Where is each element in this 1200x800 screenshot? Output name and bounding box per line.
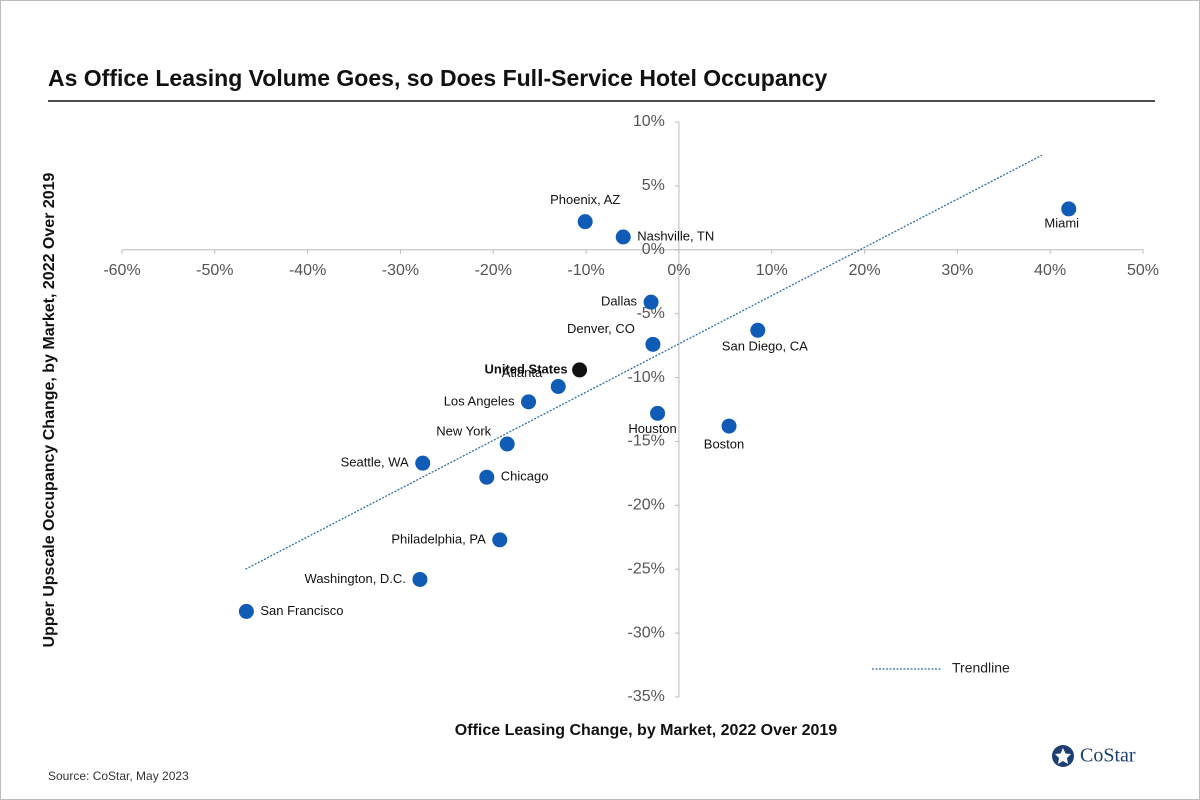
point-label: Phoenix, AZ [550, 192, 620, 207]
y-tick-label: 5% [642, 177, 665, 194]
point-label: Miami [1044, 215, 1079, 230]
point-label: Dallas [601, 294, 638, 309]
point [412, 571, 428, 587]
chart-title: As Office Leasing Volume Goes, so Does F… [48, 65, 827, 91]
point [492, 532, 508, 548]
point [1061, 201, 1077, 217]
y-tick-label: -5% [636, 305, 664, 322]
x-tick-label: 40% [1034, 262, 1066, 279]
x-tick-label: -10% [567, 262, 604, 279]
source: Source: CoStar, May 2023 [48, 769, 189, 783]
y-axis-label: Upper Upscale Occupancy Change, by Marke… [41, 172, 58, 647]
point-label: Seattle, WA [341, 455, 409, 470]
legend-label: Trendline [952, 660, 1010, 676]
point-label: Chicago [501, 469, 549, 484]
point-label: Nashville, TN [637, 228, 714, 243]
point [550, 379, 566, 394]
y-tick-label: -10% [628, 369, 665, 386]
y-tick-label: -35% [628, 688, 665, 705]
point [415, 455, 431, 471]
point-label: Houston [628, 421, 676, 436]
x-tick-label: -60% [103, 262, 140, 279]
point-label: United States [485, 361, 568, 376]
point [577, 214, 593, 230]
point-label: Los Angeles [444, 393, 515, 408]
point [615, 229, 631, 245]
point [521, 394, 537, 410]
x-tick-label: -40% [289, 262, 326, 279]
x-axis-label: Office Leasing Change, by Market, 2022 O… [455, 722, 837, 739]
trendline [245, 154, 1043, 570]
x-tick-label: 20% [849, 262, 881, 279]
x-tick-label: 10% [756, 262, 788, 279]
logo: CoStar [1052, 745, 1136, 767]
x-tick-label: 30% [941, 262, 973, 279]
point [650, 405, 666, 421]
point-label: New York [436, 423, 491, 438]
y-tick-label: 0% [642, 241, 665, 258]
x-tick-label: 0% [667, 262, 690, 279]
point [572, 362, 588, 378]
point [479, 469, 495, 485]
point [499, 436, 515, 452]
x-tick-label: -20% [475, 262, 512, 279]
point-label: Boston [704, 437, 744, 452]
point-label: Atlanta [502, 365, 543, 380]
point [645, 336, 661, 352]
point [643, 294, 659, 310]
y-tick-label: -20% [628, 497, 665, 514]
brand: CoStar [1080, 745, 1136, 767]
point [238, 603, 254, 619]
y-tick-label: -15% [628, 433, 665, 450]
point [721, 418, 737, 434]
point-label: Denver, CO [567, 321, 635, 336]
y-tick-label: -30% [628, 624, 665, 641]
point-label: Philadelphia, PA [391, 531, 486, 546]
x-tick-label: 50% [1127, 262, 1159, 279]
point-label: San Diego, CA [722, 339, 808, 354]
point-label: San Francisco [260, 603, 343, 618]
y-tick-label: 10% [633, 113, 665, 130]
point-label: Washington, D.C. [305, 571, 406, 586]
x-tick-label: -30% [382, 262, 419, 279]
point [750, 322, 766, 338]
y-tick-label: -25% [628, 560, 665, 577]
x-tick-label: -50% [196, 262, 233, 279]
